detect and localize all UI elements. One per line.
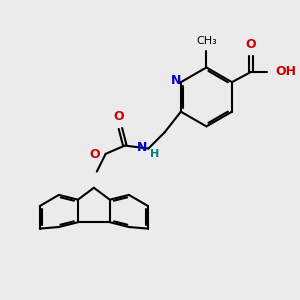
Text: CH₃: CH₃ [196, 36, 217, 46]
Text: H: H [150, 149, 160, 159]
Text: N: N [136, 141, 147, 154]
Text: O: O [90, 148, 101, 161]
Text: O: O [114, 110, 124, 123]
Text: O: O [246, 38, 256, 51]
Text: OH: OH [276, 65, 297, 78]
Text: N: N [171, 74, 182, 87]
